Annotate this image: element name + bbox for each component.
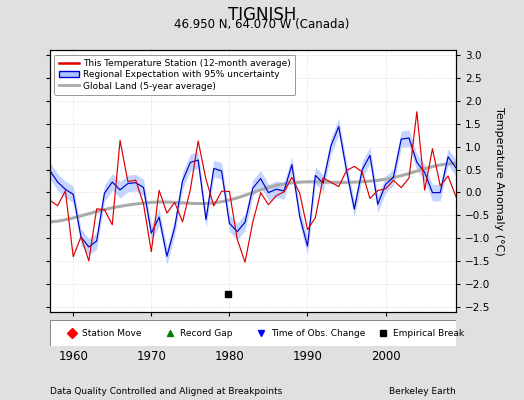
Text: 1960: 1960 xyxy=(58,350,88,363)
Text: Time of Obs. Change: Time of Obs. Change xyxy=(271,328,365,338)
Text: 2000: 2000 xyxy=(371,350,400,363)
Text: TIGNISH: TIGNISH xyxy=(228,6,296,24)
Text: 1980: 1980 xyxy=(214,350,244,363)
Text: Empirical Break: Empirical Break xyxy=(393,328,464,338)
Text: 1990: 1990 xyxy=(292,350,322,363)
Legend: This Temperature Station (12-month average), Regional Expectation with 95% uncer: This Temperature Station (12-month avera… xyxy=(54,54,296,95)
Text: Berkeley Earth: Berkeley Earth xyxy=(389,387,456,396)
Y-axis label: Temperature Anomaly (°C): Temperature Anomaly (°C) xyxy=(495,107,505,255)
Text: Data Quality Controlled and Aligned at Breakpoints: Data Quality Controlled and Aligned at B… xyxy=(50,387,282,396)
FancyBboxPatch shape xyxy=(50,320,456,346)
Text: 1970: 1970 xyxy=(136,350,166,363)
Text: Station Move: Station Move xyxy=(82,328,142,338)
Text: 46.950 N, 64.070 W (Canada): 46.950 N, 64.070 W (Canada) xyxy=(174,18,350,31)
Text: Record Gap: Record Gap xyxy=(180,328,232,338)
